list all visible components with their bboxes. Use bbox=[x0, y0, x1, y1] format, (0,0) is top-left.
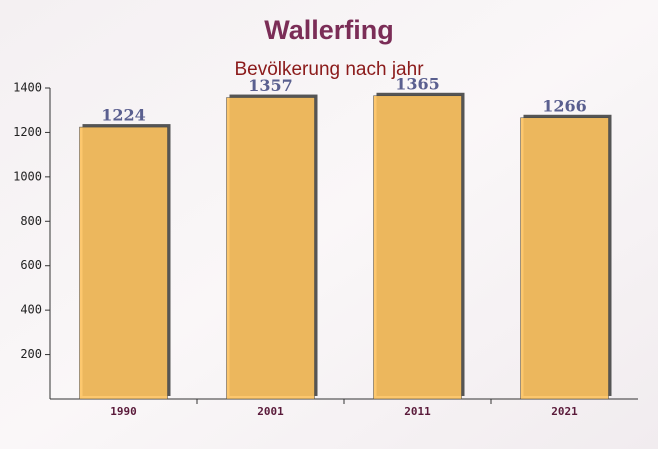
value-label: 1357 bbox=[248, 76, 293, 95]
chart-title: Wallerfing bbox=[264, 15, 394, 45]
y-tick-label: 1400 bbox=[13, 81, 42, 95]
bar bbox=[79, 126, 168, 400]
value-label: 1266 bbox=[542, 96, 587, 115]
y-tick-label: 800 bbox=[20, 214, 42, 228]
value-label: 1224 bbox=[101, 106, 146, 125]
y-tick-label: 600 bbox=[20, 258, 42, 272]
bar bbox=[520, 117, 609, 400]
y-tick-label: 1000 bbox=[13, 169, 42, 183]
bar bbox=[373, 95, 462, 400]
value-label: 1365 bbox=[395, 74, 440, 93]
y-tick-label: 200 bbox=[20, 347, 42, 361]
x-tick-label: 2011 bbox=[404, 405, 431, 418]
x-tick-label: 2021 bbox=[551, 405, 578, 418]
bar bbox=[226, 97, 315, 400]
y-tick-label: 1200 bbox=[13, 125, 42, 139]
y-tick-label: 400 bbox=[20, 303, 42, 317]
x-tick-label: 2001 bbox=[257, 405, 284, 418]
chart-subtitle: Bevölkerung nach jahr bbox=[234, 59, 424, 80]
x-tick-label: 1990 bbox=[110, 405, 137, 418]
